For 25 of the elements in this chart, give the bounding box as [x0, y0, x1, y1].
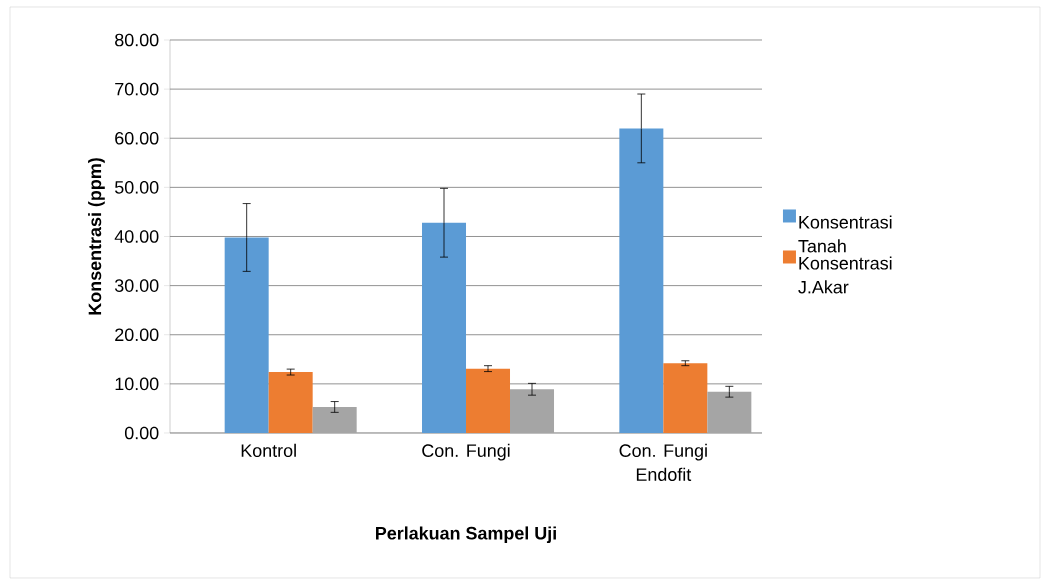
y-tick-label: 10.00 [115, 377, 159, 391]
x-tick-label: Kontrol [241, 443, 296, 457]
y-tick-label: 30.00 [114, 279, 159, 292]
bar [312, 406, 357, 433]
y-axis-title: Konsentrasi (ppm) [88, 158, 105, 315]
y-tick-label: 0.00 [124, 426, 159, 440]
y-tick-label: 50.00 [115, 181, 159, 194]
bar [510, 389, 555, 433]
x-axis-title: Perlakuan Sampel Uji [376, 526, 556, 544]
bar [707, 391, 752, 433]
legend-label: Konsentrasi Tanah [798, 215, 892, 253]
y-tick-label: 70.00 [115, 82, 159, 96]
bar [466, 368, 511, 433]
bar [224, 237, 269, 433]
y-tick-label: 20.00 [115, 328, 159, 342]
bar [422, 222, 467, 433]
x-tick-label: Con. Fungi Endofit [619, 443, 707, 481]
y-tick-label: 80.00 [115, 33, 159, 47]
legend-label: Konsentrasi J.Akar [798, 256, 892, 294]
x-tick-label: Con. Fungi [422, 443, 510, 461]
y-tick-label: 40.00 [114, 230, 159, 243]
y-tick-label: 60.00 [115, 131, 159, 145]
bar [619, 128, 664, 433]
bar [268, 372, 313, 433]
bar [663, 363, 708, 433]
